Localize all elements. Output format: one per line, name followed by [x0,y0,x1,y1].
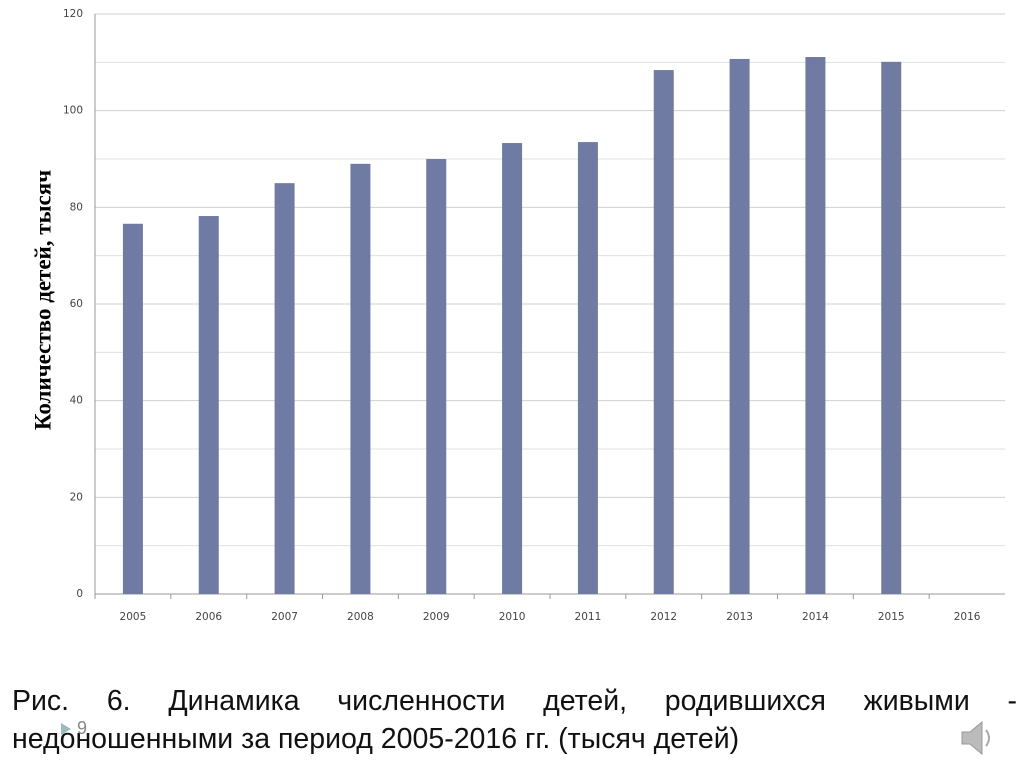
bar [729,58,750,594]
bar [198,216,219,595]
y-tick-label: 80 [70,201,83,213]
x-tick-label: 2007 [271,611,298,623]
x-tick-label: 2016 [954,611,981,623]
page-number: 9 [77,718,88,738]
bar [350,163,371,595]
y-axis-label: Количество детей, тысяч [30,170,55,430]
chart: Количество детей, тысяч 0 20 40 60 80 100 120 2… [30,8,1005,623]
y-tick-label: 0 [76,588,83,600]
bar [502,143,523,595]
y-tick-label: 60 [70,298,83,310]
bar [805,57,826,595]
bar [653,70,674,595]
nav-arrow [61,723,71,735]
caption: Рис. 6. Динамика численности детей, роди… [12,685,1017,755]
bar [122,223,143,594]
x-tick-label: 2013 [726,611,753,623]
x-tick-label: 2006 [195,611,222,623]
speaker-icon [961,720,990,756]
x-tick-label: 2005 [120,611,147,623]
x-tick-label: 2015 [878,611,905,623]
x-tick-label: 2010 [499,611,526,623]
bar [881,61,902,595]
x-tick-label: 2008 [347,611,374,623]
bar [577,142,598,595]
bar [426,159,447,594]
x-tick-label: 2012 [650,611,677,623]
x-tick-label: 2014 [802,611,829,623]
x-tick-label: 2009 [423,611,450,623]
bar [274,183,295,594]
y-tick-label: 20 [70,491,83,503]
y-tick-label: 100 [63,105,83,117]
y-tick-label: 40 [70,395,83,407]
y-tick-label: 120 [63,8,83,20]
x-tick-label: 2011 [575,611,602,623]
